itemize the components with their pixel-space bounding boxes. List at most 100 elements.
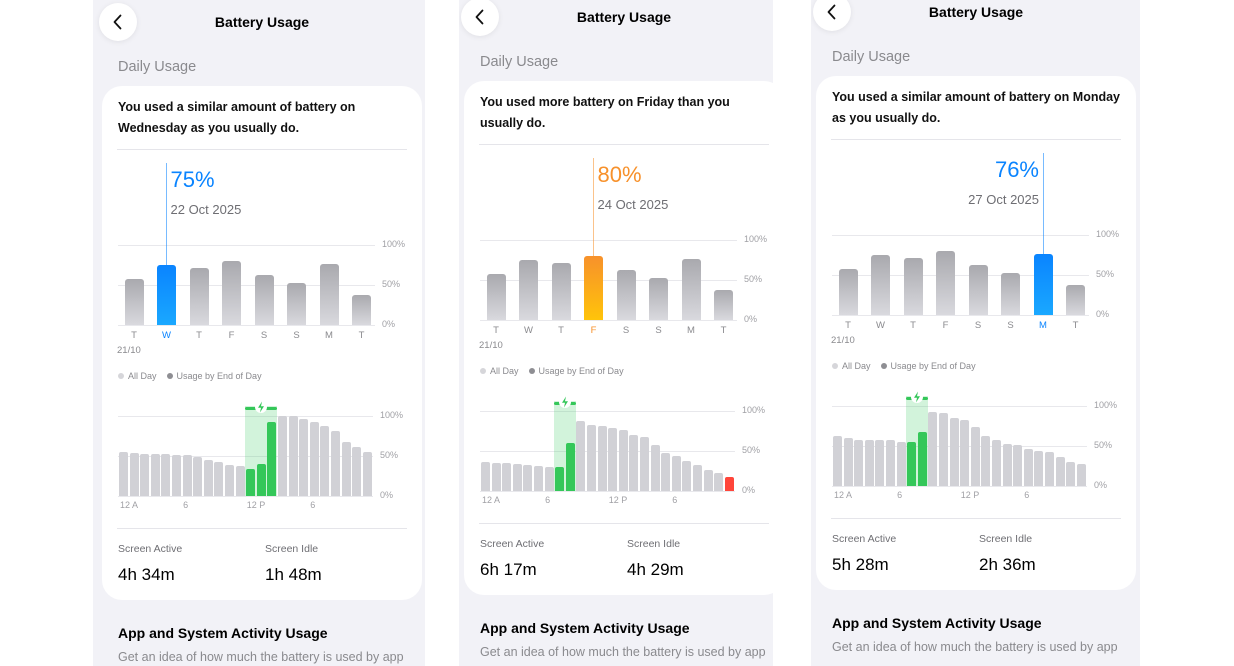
hourly-bar[interactable] (1034, 450, 1044, 486)
hourly-bar[interactable] (864, 439, 874, 486)
hourly-bar[interactable] (119, 452, 128, 496)
hourly-bar-charging[interactable] (917, 432, 927, 486)
hourly-bar[interactable] (981, 436, 991, 486)
hourly-bar[interactable] (278, 416, 287, 496)
hourly-bar[interactable] (225, 464, 234, 496)
hourly-bar[interactable] (618, 430, 628, 491)
hourly-bar[interactable] (140, 453, 150, 496)
hourly-bar[interactable] (161, 454, 171, 496)
hourly-bar[interactable] (714, 472, 724, 491)
hourly-bar[interactable] (671, 455, 681, 491)
hourly-bar[interactable] (352, 447, 362, 496)
hourly-bar[interactable] (693, 465, 702, 491)
hourly-bar[interactable] (587, 425, 596, 491)
weekly-bar[interactable] (352, 294, 371, 325)
hourly-bar-charging[interactable] (256, 464, 266, 496)
hourly-bar[interactable] (523, 465, 533, 491)
hourly-bar[interactable] (1023, 449, 1033, 486)
hourly-bar[interactable] (576, 421, 586, 491)
weekly-bar[interactable] (1066, 284, 1085, 315)
hourly-bar-charging[interactable] (267, 421, 277, 496)
hourly-bar[interactable] (629, 435, 639, 491)
hourly-bar[interactable] (491, 463, 501, 491)
weekly-bar[interactable] (871, 255, 890, 315)
hourly-bar[interactable] (992, 439, 1001, 486)
hourly-bar-low[interactable] (724, 476, 734, 491)
hourly-bar[interactable] (875, 440, 885, 486)
weekly-bar[interactable] (838, 268, 858, 315)
weekly-bar[interactable] (287, 282, 306, 325)
hourly-bar[interactable] (939, 413, 948, 486)
hourly-bar[interactable] (341, 442, 351, 496)
hourly-bar[interactable] (854, 439, 864, 486)
hourly-bar[interactable] (843, 438, 853, 486)
hourly-bar[interactable] (309, 421, 319, 496)
hourly-bar[interactable] (1076, 463, 1086, 486)
weekly-bar[interactable] (189, 268, 209, 325)
stat-value: 4h 29m (627, 560, 684, 579)
hourly-bar[interactable] (597, 426, 607, 491)
hourly-bar[interactable] (481, 462, 490, 491)
hourly-bar[interactable] (534, 466, 543, 491)
hourly-bar-charging[interactable] (246, 468, 256, 496)
hourly-bar[interactable] (650, 445, 660, 491)
hourly-bar[interactable] (214, 461, 224, 496)
hourly-bar[interactable] (703, 470, 713, 491)
hourly-bar[interactable] (608, 427, 618, 491)
weekly-bar[interactable] (936, 251, 955, 315)
weekly-bar[interactable] (714, 289, 733, 320)
hourly-bar[interactable] (203, 460, 213, 496)
hourly-bar[interactable] (362, 452, 372, 496)
hourly-bar[interactable] (1045, 452, 1054, 486)
hourly-bar[interactable] (288, 416, 298, 496)
hourly-bar[interactable] (193, 456, 203, 496)
back-button[interactable] (99, 3, 137, 41)
hourly-bar[interactable] (640, 437, 649, 491)
hourly-bar[interactable] (661, 453, 671, 491)
hourly-bar[interactable] (172, 455, 181, 496)
hourly-bar[interactable] (1055, 457, 1065, 486)
hourly-bar-charging[interactable] (555, 467, 565, 491)
weekly-bar[interactable] (519, 260, 538, 320)
weekly-bar-selected[interactable] (584, 256, 603, 320)
weekly-bar-selected[interactable] (1033, 254, 1053, 315)
hourly-bar[interactable] (833, 436, 842, 486)
back-button[interactable] (461, 0, 499, 36)
hourly-bar[interactable] (928, 412, 938, 486)
hourly-bar[interactable] (502, 463, 512, 491)
weekly-bar[interactable] (1001, 272, 1020, 315)
hourly-bar[interactable] (970, 426, 980, 486)
hourly-bar[interactable] (886, 440, 895, 486)
weekly-bar[interactable] (254, 274, 274, 325)
hourly-bar[interactable] (299, 419, 309, 496)
hourly-bar[interactable] (1002, 443, 1012, 486)
hourly-bar[interactable] (512, 463, 522, 491)
weekly-bar[interactable] (486, 273, 506, 320)
weekly-bar[interactable] (968, 264, 988, 315)
hourly-bar[interactable] (896, 442, 906, 486)
weekly-bar[interactable] (124, 278, 144, 325)
hourly-bar[interactable] (949, 418, 959, 486)
weekly-bar[interactable] (319, 264, 339, 325)
weekly-bar[interactable] (616, 269, 636, 320)
hourly-bar[interactable] (1013, 445, 1023, 486)
weekly-bar[interactable] (551, 263, 571, 320)
hourly-bar[interactable] (235, 466, 245, 496)
hourly-bar[interactable] (150, 453, 160, 496)
hourly-bar[interactable] (331, 431, 340, 496)
weekly-bar[interactable] (649, 277, 668, 320)
hourly-bar[interactable] (1066, 462, 1076, 486)
hourly-bar[interactable] (960, 419, 970, 486)
weekly-bar[interactable] (222, 261, 241, 325)
hourly-bar-charging[interactable] (907, 442, 917, 486)
back-button[interactable] (813, 0, 851, 31)
hourly-bar[interactable] (544, 467, 554, 491)
hourly-bar[interactable] (682, 460, 692, 491)
hourly-bar-charging[interactable] (565, 443, 575, 491)
weekly-bar[interactable] (903, 258, 923, 315)
weekly-bar[interactable] (681, 259, 701, 320)
weekly-bar-selected[interactable] (157, 265, 176, 325)
hourly-bar[interactable] (320, 426, 330, 496)
hourly-bar[interactable] (182, 455, 192, 496)
hourly-bar[interactable] (129, 452, 139, 496)
